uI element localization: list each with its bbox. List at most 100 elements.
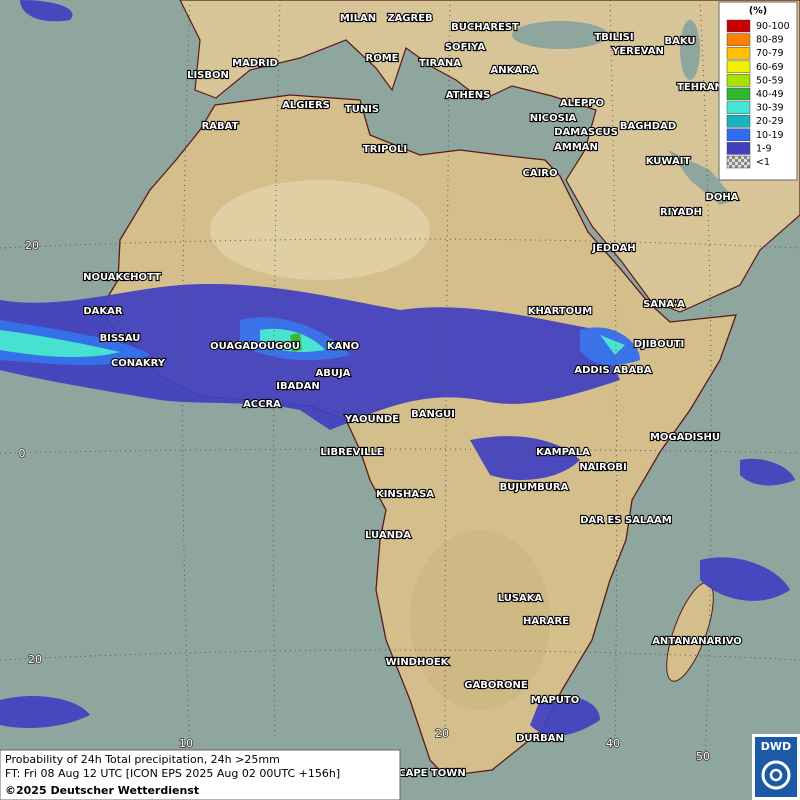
precipitation [0, 0, 795, 736]
city-label: TBILISI [594, 32, 633, 43]
caspian-sea [680, 20, 700, 80]
city-label: DURBAN [516, 733, 564, 744]
legend-label: 10-19 [756, 130, 784, 141]
footer-line: Probability of 24h Total precipitation, … [5, 753, 280, 766]
legend-swatch [726, 74, 751, 87]
city-label: BANGUI [411, 409, 455, 420]
city-label: RABAT [202, 121, 239, 132]
legend-label: 50-59 [756, 75, 784, 86]
legend-label: 80-89 [756, 35, 784, 46]
logo-text: DWD [761, 740, 791, 753]
city-label: ANTANANARIVO [652, 636, 742, 647]
legend-swatch [726, 87, 751, 101]
city-label: LIBREVILLE [320, 447, 383, 458]
city-label: LUSAKA [498, 593, 543, 604]
city-label: SANA'A [643, 299, 685, 310]
legend-swatch [726, 114, 751, 128]
grid-label: 20 [28, 653, 42, 666]
city-label: BAKU [664, 36, 695, 47]
footer-line: FT: Fri 08 Aug 12 UTC [ICON EPS 2025 Aug… [5, 767, 340, 780]
legend-swatch [726, 101, 751, 114]
city-label: DAKAR [83, 306, 123, 317]
city-label: ACCRA [243, 399, 281, 410]
legend: 90-100 80-89 70-79 60-69 50-59 40-49 30-39 20-2… [726, 19, 790, 169]
city-label: CONAKRY [111, 358, 166, 369]
legend-swatch [726, 155, 751, 169]
city-label: RIYADH [660, 207, 702, 218]
city-label: HARARE [523, 616, 569, 627]
city-label: TIRANA [419, 58, 461, 69]
city-label: JEDDAH [591, 243, 635, 254]
grid-label: 50 [696, 750, 710, 763]
city-label: BISSAU [100, 333, 141, 344]
city-label: KAMPALA [536, 447, 590, 458]
legend-swatch [726, 142, 751, 155]
city-label: OUAGADOUGOU [210, 341, 300, 352]
city-label: MILAN [340, 13, 376, 24]
graticule [0, 0, 800, 761]
sahara-shade [210, 180, 430, 280]
legend-label: 30-39 [756, 103, 784, 114]
legend-title: (%) [749, 6, 767, 17]
legend-swatch [726, 46, 751, 60]
legend-label: 1-9 [756, 143, 772, 154]
city-label: NAIROBI [579, 462, 626, 473]
legend-swatch [726, 60, 751, 74]
city-label: MAPUTO [531, 695, 579, 706]
legend-swatch [726, 19, 751, 33]
city-label: ABUJA [316, 368, 351, 379]
city-label: MADRID [232, 58, 278, 69]
city-label: DOHA [706, 192, 739, 203]
city-label: KANO [327, 341, 359, 352]
legend-label: 60-69 [756, 62, 784, 73]
city-label: BUJUMBURA [500, 482, 569, 493]
city-label: BUCHAREST [451, 22, 519, 33]
eurasia-land [179, 0, 800, 313]
city-label: DAR ES SALAAM [580, 515, 672, 526]
south-shade [410, 530, 550, 710]
city-label: ZAGREB [387, 13, 432, 24]
logo-swirl [769, 768, 783, 782]
city-label: YEREVAN [611, 46, 664, 57]
legend-label: 90-100 [756, 21, 790, 32]
footer-box [0, 749, 401, 800]
city-label: NOUAKCHOTT [83, 272, 161, 283]
grid-label: 0 [19, 447, 26, 460]
city-label: KUWAIT [646, 156, 691, 167]
grid-label: 20 [25, 239, 39, 252]
city-label: DAMASCUS [554, 127, 618, 138]
city-label: SOFIYA [445, 42, 486, 53]
city-label: ROME [366, 53, 399, 64]
city-label: LUANDA [365, 530, 411, 541]
logo-swirl [761, 760, 791, 790]
black-sea [512, 21, 608, 49]
legend-label: <1 [756, 157, 770, 168]
grid-label: 10 [179, 737, 193, 750]
city-label: LISBON [187, 70, 229, 81]
city-label: TUNIS [345, 104, 379, 115]
city-label: DJIBOUTI [634, 339, 685, 350]
city-label: AMMAN [554, 142, 598, 153]
city-label: CAPE TOWN [398, 768, 465, 779]
city-label: ALGIERS [282, 100, 330, 111]
grid-label: 20 [435, 727, 449, 740]
city-label: CAIRO [523, 168, 558, 179]
city-label: ADDIS ABABA [574, 365, 651, 376]
city-label: ANKARA [490, 65, 537, 76]
grid-label: 40 [606, 737, 620, 750]
legend-label: 40-49 [756, 89, 784, 100]
footer-copyright: ©2025 Deutscher Wetterdienst [5, 784, 199, 797]
legend-swatch [726, 33, 751, 46]
city-label: ATHENS [446, 90, 491, 101]
legend-label: 20-29 [756, 116, 784, 127]
city-label: KINSHASA [376, 489, 434, 500]
city-label: ALEPPO [560, 98, 604, 109]
city-label: KHARTOUM [528, 306, 593, 317]
city-label: YAOUNDE [344, 414, 399, 425]
city-label: TRIPOLI [363, 144, 407, 155]
labels: MILAN ZAGREB BUCHAREST TBILISI BAKU MADRID ROM… [18, 12, 743, 780]
city-label: IBADAN [276, 381, 320, 392]
city-label: GABORONE [464, 680, 528, 691]
legend-label: 70-79 [756, 48, 784, 59]
